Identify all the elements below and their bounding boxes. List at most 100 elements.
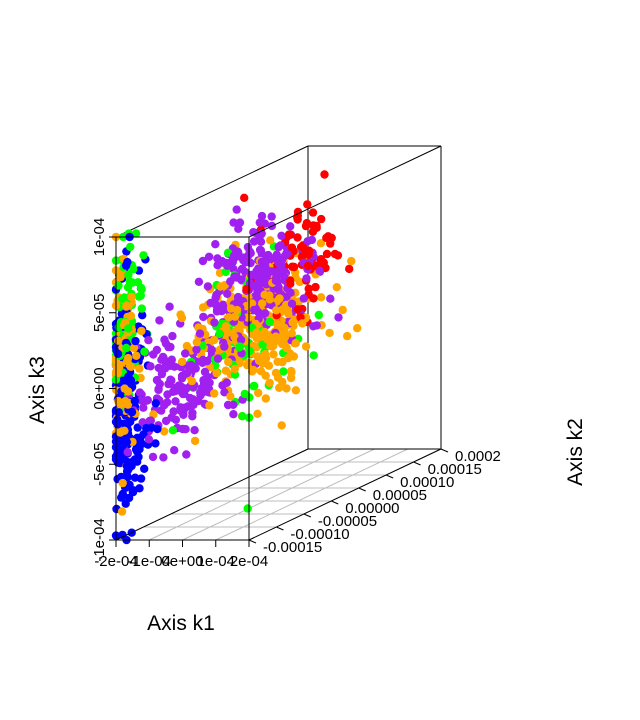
data-point: [255, 218, 264, 227]
data-point: [169, 407, 178, 416]
data-point: [158, 352, 168, 362]
y-tick: [385, 474, 394, 479]
data-point: [249, 382, 258, 391]
data-point: [226, 392, 235, 401]
z-tick-label: 1e-04: [91, 218, 108, 256]
data-point: [139, 251, 148, 260]
data-point: [285, 276, 295, 285]
data-point: [171, 397, 180, 406]
data-point: [210, 335, 219, 345]
data-point: [155, 316, 164, 325]
x-tick-label: -2e-04: [94, 553, 137, 570]
data-point: [299, 294, 308, 303]
data-point: [287, 366, 296, 376]
data-point: [266, 236, 275, 245]
data-point: [124, 372, 133, 381]
data-point: [116, 428, 125, 437]
x-tick-label: 1e-04: [197, 553, 235, 570]
data-point: [168, 331, 177, 341]
data-point: [293, 233, 302, 242]
data-point: [246, 258, 255, 268]
y-tick-label: -0.00005: [318, 513, 377, 530]
floor-grid-line: [215, 448, 408, 541]
data-point: [114, 336, 123, 345]
data-point: [257, 257, 267, 267]
data-point: [243, 313, 253, 322]
data-point: [298, 319, 307, 328]
data-point: [136, 291, 145, 300]
data-point: [224, 357, 233, 367]
data-point: [192, 345, 201, 354]
data-point: [139, 403, 148, 412]
data-point: [309, 294, 318, 303]
z-tick-label: -5e-05: [91, 443, 108, 486]
data-point: [320, 170, 329, 179]
data-point: [190, 426, 199, 435]
data-point: [247, 270, 256, 280]
data-point: [303, 200, 312, 209]
data-point: [188, 408, 197, 418]
data-point: [269, 350, 278, 359]
data-point: [123, 387, 133, 396]
data-point: [239, 256, 248, 265]
data-point: [317, 214, 326, 224]
data-point: [312, 321, 321, 330]
data-point: [277, 261, 286, 271]
data-point: [283, 354, 293, 363]
data-point: [254, 388, 263, 398]
data-point: [249, 237, 259, 246]
data-point: [229, 400, 238, 409]
data-point: [291, 386, 301, 395]
data-point: [115, 362, 124, 371]
data-point: [274, 285, 283, 295]
data-point: [271, 368, 281, 378]
data-point: [143, 396, 152, 405]
data-point: [151, 399, 160, 408]
data-point: [326, 239, 335, 248]
box-edge: [248, 145, 442, 238]
data-point: [325, 328, 334, 338]
data-point: [330, 249, 340, 259]
data-point: [260, 309, 270, 318]
data-point: [136, 474, 146, 483]
data-point: [113, 448, 122, 457]
data-point: [118, 478, 127, 488]
data-point: [235, 343, 244, 352]
data-point: [113, 458, 123, 467]
data-point: [287, 299, 297, 308]
data-point: [181, 349, 190, 358]
data-point: [213, 354, 223, 363]
data-point: [272, 250, 281, 259]
data-point: [312, 221, 321, 231]
y-tick: [440, 448, 449, 453]
data-point: [177, 374, 187, 383]
data-point: [314, 310, 323, 320]
data-point: [140, 347, 149, 356]
data-point: [135, 364, 144, 373]
data-point: [230, 312, 240, 321]
data-point: [265, 317, 274, 327]
data-point: [121, 261, 131, 270]
data-point: [198, 388, 207, 397]
data-point: [122, 437, 131, 447]
data-point: [205, 401, 214, 410]
data-point: [293, 305, 302, 314]
data-point: [226, 258, 235, 267]
data-point: [271, 332, 280, 341]
y-tick: [413, 461, 421, 466]
data-point: [212, 290, 221, 300]
data-point: [133, 423, 142, 432]
data-point: [123, 283, 133, 292]
data-point: [275, 383, 284, 392]
data-point: [263, 335, 272, 344]
data-point: [218, 381, 227, 390]
y-tick-label: 0.00005: [373, 487, 427, 504]
data-point: [165, 302, 174, 311]
data-point: [126, 242, 135, 252]
data-point: [309, 351, 318, 360]
data-point: [144, 336, 153, 345]
data-point: [259, 275, 269, 284]
data-point: [232, 273, 241, 282]
data-point: [138, 311, 147, 320]
data-point: [178, 424, 187, 434]
